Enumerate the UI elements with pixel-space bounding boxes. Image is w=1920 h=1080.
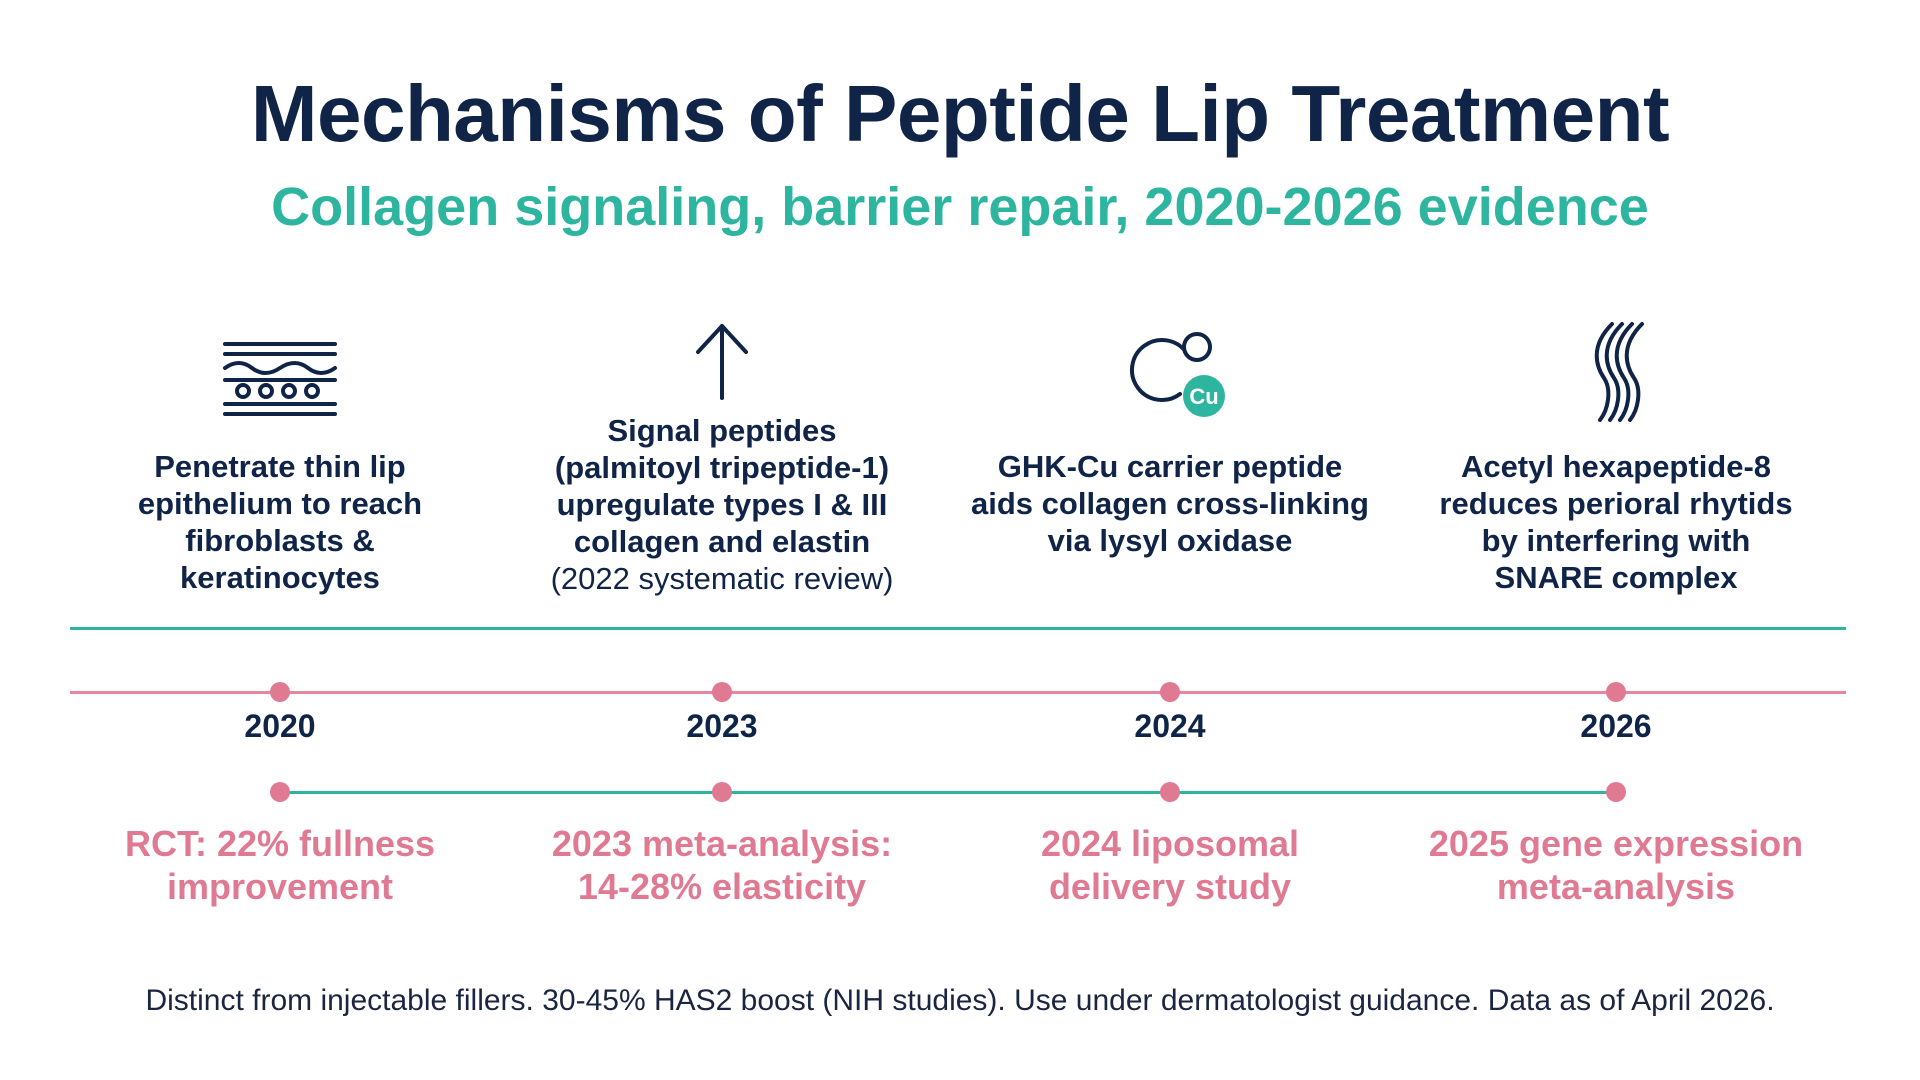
timeline-year-1: 2020 [244,708,316,744]
mechanism-2-note: (2022 systematic review) [550,561,894,596]
evidence-dot [270,782,290,802]
timeline-year-2: 2023 [686,708,758,744]
evidence-4: 2025 gene expression meta-analysis [1396,822,1836,908]
evidence-4-line-2: meta-analysis [1496,866,1736,907]
mechanism-4-line-3: by interfering with [1481,523,1751,558]
timeline-year-3: 2024 [1134,708,1206,744]
mechanism-1-line-2: epithelium to reach [137,486,423,521]
mechanism-2: Signal peptides (palmitoyl tripeptide-1)… [502,412,942,597]
timeline-dot [712,682,732,702]
timeline-dot [1606,682,1626,702]
footer-note: Distinct from injectable fillers. 30-45%… [145,984,1775,1017]
wavy-fibers-icon [1546,316,1686,426]
copper-molecule-icon: Cu [1100,322,1240,432]
mechanism-2-line-4: collagen and elastin [573,524,871,559]
evidence-3-line-1: 2024 liposomal [1040,823,1300,864]
evidence-3: 2024 liposomal delivery study [950,822,1390,908]
evidence-1: RCT: 22% fullness improvement [60,822,500,908]
timeline-dot [270,682,290,702]
copper-label: Cu [1189,384,1218,409]
mechanism-2-line-3: upregulate types I & III [556,487,888,522]
mechanism-4-line-1: Acetyl hexapeptide-8 [1460,449,1772,484]
page-title: Mechanisms of Peptide Lip Treatment [250,69,1670,158]
mechanism-3-line-3: via lysyl oxidase [1047,523,1293,558]
evidence-3-line-2: delivery study [1048,866,1292,907]
evidence-4-line-1: 2025 gene expression [1428,823,1804,864]
evidence-2: 2023 meta-analysis: 14-28% elasticity [502,822,942,908]
mechanism-1-line-3: fibroblasts & [185,523,375,558]
mechanism-3-line-2: aids collagen cross-linking [971,486,1369,521]
evidence-dot [1160,782,1180,802]
mechanism-4-line-4: SNARE complex [1494,560,1738,595]
mechanism-4: Acetyl hexapeptide-8 reduces perioral rh… [1396,448,1836,596]
mechanism-1-line-4: keratinocytes [180,560,380,595]
skin-layers-icon [210,328,350,438]
timeline-dot [1160,682,1180,702]
up-arrow-icon [652,318,792,428]
mechanism-3-line-1: GHK-Cu carrier peptide [997,449,1343,484]
divider-line [70,627,1846,630]
evidence-1-line-1: RCT: 22% fullness [124,823,436,864]
mechanism-2-line-1: Signal peptides [607,413,837,448]
timeline-year-4: 2026 [1580,708,1652,744]
evidence-connector-line [280,791,1617,794]
evidence-1-line-2: improvement [166,866,394,907]
evidence-dot [712,782,732,802]
mechanism-4-line-2: reduces perioral rhytids [1439,486,1793,521]
evidence-dot [1606,782,1626,802]
evidence-2-line-2: 14-28% elasticity [577,866,867,907]
mechanism-1-line-1: Penetrate thin lip [154,449,406,484]
mechanism-3: GHK-Cu carrier peptide aids collagen cro… [950,448,1390,559]
timeline-line [70,691,1846,694]
mechanism-1: Penetrate thin lip epithelium to reach f… [60,448,500,596]
page-subtitle: Collagen signaling, barrier repair, 2020… [271,177,1649,237]
evidence-2-line-1: 2023 meta-analysis: [551,823,893,864]
mechanism-2-line-2: (palmitoyl tripeptide-1) [554,450,890,485]
